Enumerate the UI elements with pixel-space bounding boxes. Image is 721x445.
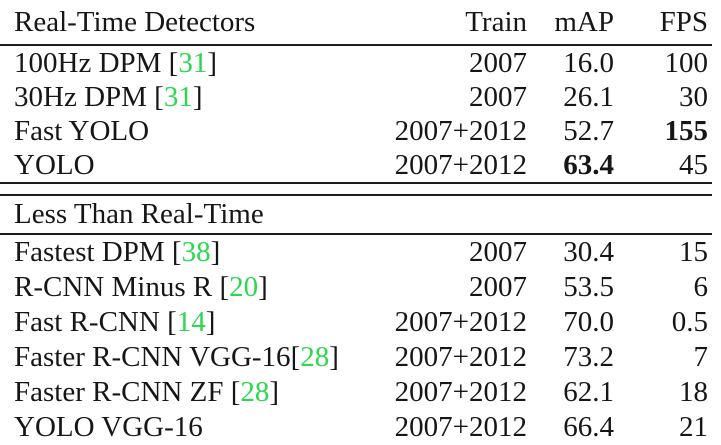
- section-header-row: Less Than Real-Time: [0, 196, 721, 233]
- detector-name-cell: YOLO: [0, 148, 384, 181]
- section-title: Less Than Real-Time: [14, 198, 264, 230]
- detector-name: YOLO: [14, 148, 95, 181]
- citation-link[interactable]: 28: [300, 341, 330, 373]
- train-cell: 2007: [469, 271, 527, 303]
- table-header-row: Real-Time Detectors Train mAP FPS: [0, 0, 721, 44]
- detector-name: 30Hz DPM: [14, 80, 155, 113]
- table-row: Fast YOLO 2007+2012 52.7 155: [0, 114, 721, 148]
- map-cell: 70.0: [563, 306, 614, 338]
- cite-bracket-open: [: [219, 271, 230, 303]
- detector-name-cell: Faster R-CNN VGG-16[28]: [0, 343, 384, 372]
- detector-name: R-CNN Minus R: [14, 271, 220, 303]
- citation-link[interactable]: 28: [240, 376, 270, 408]
- map-cell: 30.4: [563, 236, 614, 268]
- table-row: Fastest DPM [38] 2007 30.4 15: [0, 235, 721, 270]
- table-row: Faster R-CNN VGG-16[28] 2007+2012 73.2 7: [0, 340, 721, 375]
- detector-name: Faster R-CNN VGG-16: [14, 341, 291, 373]
- fps-cell: 18: [679, 376, 708, 408]
- cite-bracket-close: ]: [269, 376, 280, 408]
- map-cell: 26.1: [563, 80, 614, 113]
- detector-name-cell: Fast YOLO: [0, 114, 384, 147]
- fps-cell: 15: [679, 236, 708, 268]
- section-divider-rule-bottom: [0, 194, 712, 196]
- detector-name: Fast YOLO: [14, 114, 150, 147]
- section-header-rule: [0, 233, 712, 235]
- detector-name: YOLO VGG-16: [14, 411, 203, 443]
- detector-name-cell: 30Hz DPM [31]: [0, 80, 384, 113]
- column-header-fps: FPS: [659, 5, 708, 38]
- column-header-train: Train: [465, 5, 527, 38]
- map-cell: 52.7: [563, 114, 614, 147]
- citation-link[interactable]: 14: [176, 306, 206, 338]
- map-cell: 16.0: [563, 46, 614, 79]
- table-row: Faster R-CNN ZF [28] 2007+2012 62.1 18: [0, 375, 721, 410]
- train-cell: 2007+2012: [394, 148, 527, 181]
- table-row: R-CNN Minus R [20] 2007 53.5 6: [0, 270, 721, 305]
- train-cell: 2007: [469, 46, 527, 79]
- fps-cell: 6: [693, 271, 709, 303]
- cite-bracket-open: [: [154, 80, 164, 113]
- cite-bracket-close: ]: [210, 236, 221, 268]
- column-header-detectors: Real-Time Detectors: [14, 5, 256, 38]
- cite-bracket-close: ]: [207, 46, 218, 79]
- detector-name-cell: Fastest DPM [38]: [0, 238, 384, 267]
- table-row: 100Hz DPM [31] 2007 16.0 100: [0, 46, 721, 80]
- column-header-map: mAP: [554, 5, 614, 38]
- detector-name-cell: Faster R-CNN ZF [28]: [0, 378, 384, 407]
- train-cell: 2007: [469, 80, 527, 113]
- detector-name: Faster R-CNN ZF: [14, 376, 231, 408]
- map-cell: 66.4: [563, 411, 614, 443]
- detector-name: 100Hz DPM: [14, 46, 169, 79]
- fps-cell: 100: [664, 46, 709, 79]
- cite-bracket-open: [: [168, 46, 179, 79]
- train-cell: 2007+2012: [394, 306, 527, 338]
- table-row: 30Hz DPM [31] 2007 26.1 30: [0, 80, 721, 114]
- citation-link[interactable]: 38: [181, 236, 211, 268]
- fps-cell: 0.5: [671, 306, 708, 338]
- fps-cell: 7: [693, 341, 709, 373]
- map-cell: 62.1: [563, 376, 614, 408]
- section-divider-rule-top: [0, 182, 712, 184]
- fps-cell: 155: [664, 114, 709, 147]
- fps-cell: 30: [679, 80, 708, 113]
- detector-name-cell: 100Hz DPM [31]: [0, 46, 384, 79]
- fps-cell: 21: [679, 411, 708, 443]
- map-cell: 73.2: [563, 341, 614, 373]
- citation-link[interactable]: 31: [163, 80, 193, 113]
- citation-link[interactable]: 31: [178, 46, 208, 79]
- train-cell: 2007+2012: [394, 341, 527, 373]
- fps-cell: 45: [679, 148, 708, 181]
- header-rule: [0, 44, 712, 46]
- train-cell: 2007+2012: [394, 376, 527, 408]
- cite-bracket-open: [: [171, 236, 182, 268]
- cite-bracket-open: [: [290, 341, 301, 373]
- map-cell: 53.5: [563, 271, 614, 303]
- cite-bracket-close: ]: [205, 306, 216, 338]
- cite-bracket-close: ]: [258, 271, 268, 303]
- table-row: YOLO 2007+2012 63.4 45: [0, 148, 721, 182]
- map-cell: 63.4: [563, 148, 614, 181]
- train-cell: 2007: [469, 236, 527, 268]
- table-row: YOLO VGG-16 2007+2012 66.4 21: [0, 410, 721, 445]
- cite-bracket-open: [: [167, 306, 177, 338]
- detector-name-cell: YOLO VGG-16: [0, 413, 384, 442]
- cite-bracket-close: ]: [192, 80, 203, 113]
- train-cell: 2007+2012: [394, 114, 527, 147]
- detector-name: Fastest DPM: [14, 236, 172, 268]
- detector-name-cell: R-CNN Minus R [20]: [0, 273, 384, 302]
- cite-bracket-close: ]: [329, 341, 339, 373]
- section-realtime-rows: 100Hz DPM [31] 2007 16.0 100 30Hz DPM [31] 20…: [0, 46, 721, 182]
- section-lessthan-rows: Fastest DPM [38] 2007 30.4 15 R-CNN Minus R …: [0, 235, 721, 445]
- detector-name: Fast R-CNN: [14, 306, 168, 338]
- train-cell: 2007+2012: [394, 411, 527, 443]
- section-divider-gap: [0, 184, 712, 194]
- cite-bracket-open: [: [230, 376, 241, 408]
- table-row: Fast R-CNN [14] 2007+2012 70.0 0.5: [0, 305, 721, 340]
- detector-name-cell: Fast R-CNN [14]: [0, 308, 384, 337]
- citation-link[interactable]: 20: [229, 271, 259, 303]
